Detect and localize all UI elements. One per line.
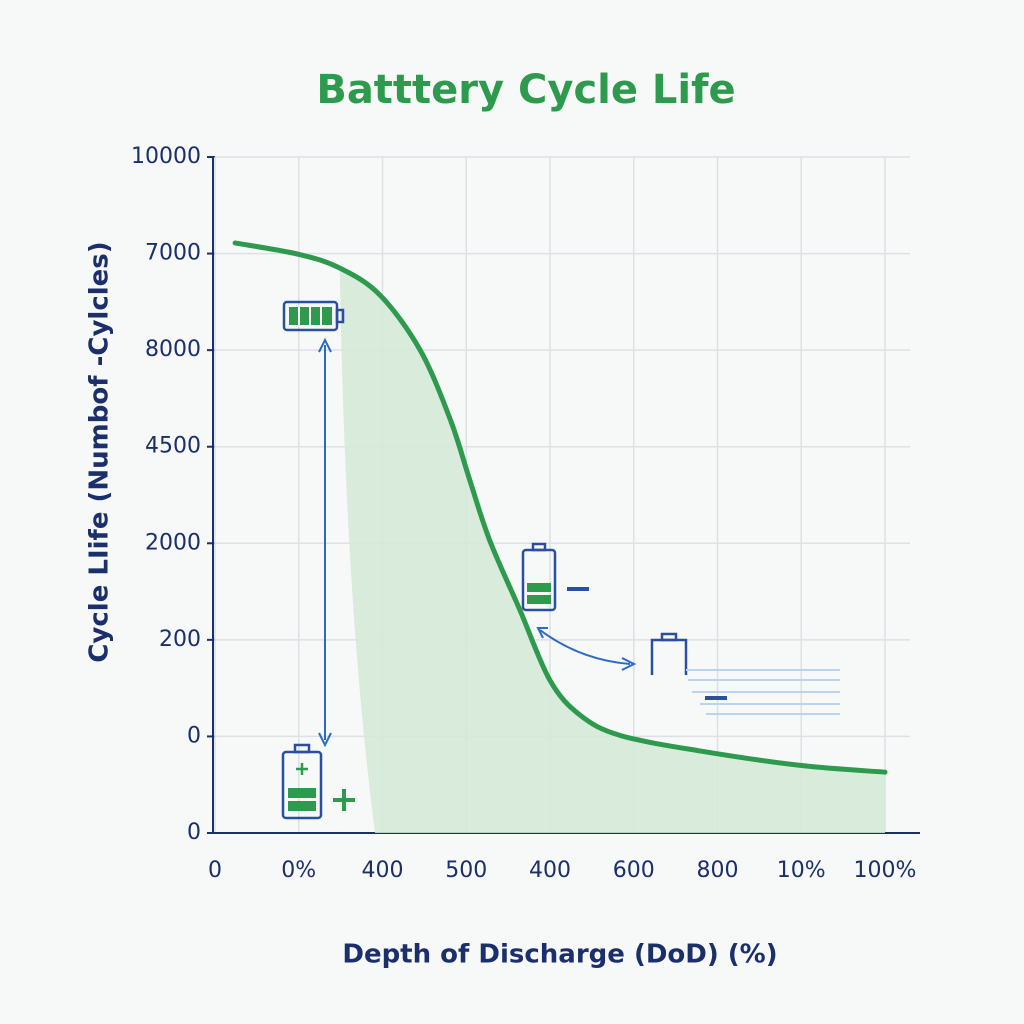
plot-layer xyxy=(232,240,888,775)
icons xyxy=(281,300,840,820)
x-axis-title: Depth of Discharge (DoD) (%) xyxy=(342,940,777,970)
battery-charge xyxy=(288,801,316,811)
arrow-head xyxy=(318,337,332,748)
battery-charge xyxy=(527,595,551,604)
y-tick-label: 4500 xyxy=(145,434,201,459)
x-tick-label: 600 xyxy=(613,858,655,883)
battery-tip xyxy=(335,308,345,324)
x-tick-label: 0% xyxy=(281,858,316,883)
y-tick-label: 0 xyxy=(187,723,201,748)
battery-tip xyxy=(531,542,547,552)
shaded-area xyxy=(339,268,886,833)
battery-tip xyxy=(660,632,678,642)
line xyxy=(232,240,888,775)
x-tick-label: 10% xyxy=(777,858,826,883)
y-axis-title: Cycle LIife (Numbof -Cylcles) xyxy=(85,241,115,662)
y-tick-label: 2000 xyxy=(145,530,201,555)
chart-title: Batttery Cycle Life xyxy=(316,67,735,113)
y-tick-label: 10000 xyxy=(131,144,201,169)
arrow-head xyxy=(536,627,637,671)
y-tick-label: 7000 xyxy=(145,241,201,266)
x-tick-label: 100% xyxy=(854,858,917,883)
area-layer xyxy=(339,268,886,833)
battery-charge xyxy=(527,583,551,592)
battery-charge xyxy=(288,788,316,798)
y-tick-label: 8000 xyxy=(145,337,201,362)
plus-sign xyxy=(296,763,308,775)
y-tick-label: 200 xyxy=(159,627,201,652)
x-tick-label: 800 xyxy=(697,858,739,883)
x-tick-label: 400 xyxy=(362,858,404,883)
x-tick-label: 500 xyxy=(445,858,487,883)
x-tick-label: 0 xyxy=(208,858,222,883)
battery-tip xyxy=(293,743,311,754)
speed-lines xyxy=(686,669,840,715)
plus-sign xyxy=(333,789,355,811)
x-tick-label: 400 xyxy=(529,858,571,883)
arrow xyxy=(539,629,631,665)
y-tick-label: 0 xyxy=(187,820,201,845)
